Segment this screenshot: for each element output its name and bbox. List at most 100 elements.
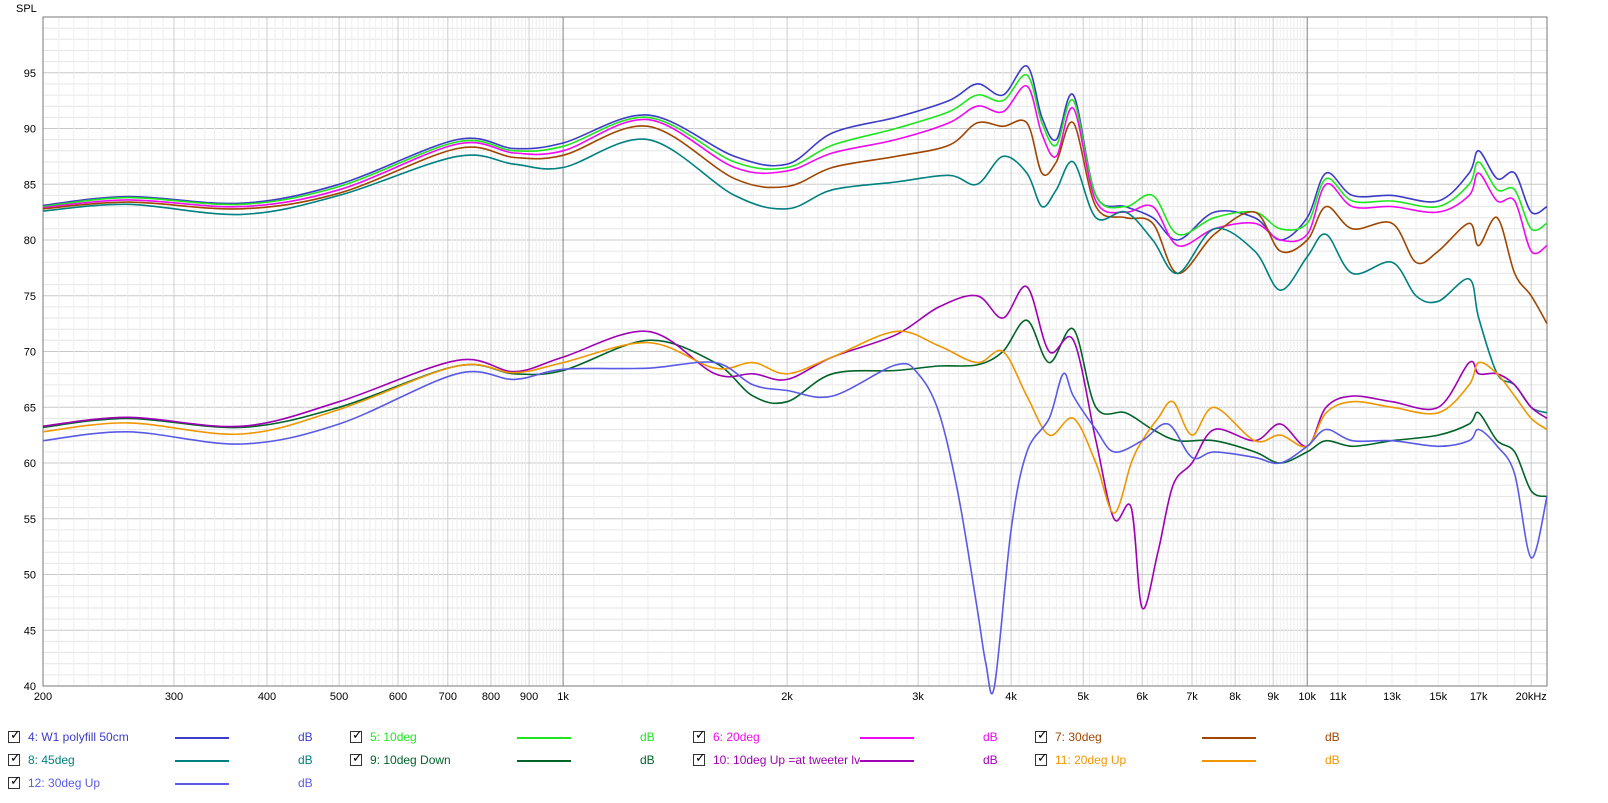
y-tick-labels: 40 45 50 55 60 65 70 75 80 85 90 95 [24,68,36,693]
legend-label: 5: 10deg [370,730,417,744]
y-tick-label: 85 [24,179,36,191]
legend-swatch [517,760,571,762]
x-tick-label: 500 [330,691,348,703]
check-icon: ✓ [352,751,363,766]
series-visibility-checkbox[interactable]: ✓ [8,774,21,789]
check-icon: ✓ [1037,751,1048,766]
legend-label: 9: 10deg Down [370,753,451,767]
x-tick-label: 900 [520,691,538,703]
legend-item: ✓ 12: 30deg Up dB [8,774,338,794]
legend-item: ✓ 7: 30deg dB [1035,728,1365,748]
legend-swatch [175,737,229,739]
legend-swatch [1202,760,1256,762]
x-tick-label: 300 [165,691,183,703]
y-tick-label: 65 [24,402,36,414]
series-line-5 [42,138,1548,414]
y-tick-label: 75 [24,291,36,303]
series-line-7 [42,285,1548,610]
y-tick-label: 90 [24,124,36,136]
x-tick-label: 7k [1186,691,1198,703]
legend-item: ✓ 11: 20deg Up dB [1035,751,1365,771]
check-icon: ✓ [10,728,21,743]
legend-label: 8: 45deg [28,753,75,767]
legend-item: ✓ 6: 20deg dB [693,728,1023,748]
series-visibility-checkbox[interactable]: ✓ [350,728,363,743]
x-tick-label: 800 [482,691,500,703]
x-tick-label: 4k [1005,691,1017,703]
y-tick-label: 80 [24,235,36,247]
check-icon: ✓ [695,728,706,743]
plot-frame [42,16,1548,687]
x-tick-label: 13k [1383,691,1401,703]
legend-swatch [860,760,914,762]
x-tick-label: 5k [1077,691,1089,703]
check-icon: ✓ [1037,728,1048,743]
legend-label: 12: 30deg Up [28,776,101,790]
y-tick-label: 50 [24,570,36,582]
x-tick-label: 6k [1136,691,1148,703]
series-visibility-checkbox[interactable]: ✓ [350,751,363,766]
legend-swatch [175,783,229,785]
y-tick-label: 40 [24,681,36,693]
legend-unit: dB [983,753,998,767]
x-tick-label: 400 [258,691,276,703]
check-icon: ✓ [695,751,706,766]
legend-label: 10: 10deg Up =at tweeter lv [713,753,861,767]
x-tick-label: 600 [389,691,407,703]
series-visibility-checkbox[interactable]: ✓ [693,751,706,766]
series-visibility-checkbox[interactable]: ✓ [1035,751,1048,766]
check-icon: ✓ [10,751,21,766]
legend: ✓ 4: W1 polyfill 50cm dB ✓ 5: 10deg dB ✓ 6: 20d… [0,728,1608,803]
legend-swatch [175,760,229,762]
x-tick-label: 15k [1429,691,1447,703]
series-lines [42,65,1548,695]
legend-item: ✓ 9: 10deg Down dB [350,751,680,771]
legend-swatch [1202,737,1256,739]
x-tick-label: 11k [1330,691,1347,703]
x-tick-label: 20kHz [1516,691,1547,703]
x-tick-label: 3k [912,691,924,703]
y-tick-label: 45 [24,625,36,637]
legend-label: 7: 30deg [1055,730,1102,744]
check-icon: ✓ [10,774,21,789]
x-tick-label: 9k [1267,691,1279,703]
series-visibility-checkbox[interactable]: ✓ [8,728,21,743]
y-tick-label: 95 [24,68,36,80]
series-line-6 [42,319,1548,498]
legend-unit: dB [298,753,313,767]
series-line-4 [42,119,1548,324]
series-line-1 [42,65,1548,241]
legend-unit: dB [640,753,655,767]
y-tick-label: 70 [24,347,36,359]
legend-item: ✓ 8: 45deg dB [8,751,338,771]
legend-swatch [860,737,914,739]
x-tick-label: 17k [1470,691,1488,703]
x-tick-label: 8k [1229,691,1241,703]
x-tick-label: 10k [1298,691,1316,703]
legend-unit: dB [983,730,998,744]
grid [42,16,1548,687]
legend-unit: dB [298,730,313,744]
series-line-2 [42,74,1548,236]
legend-unit: dB [298,776,313,790]
legend-unit: dB [1325,730,1340,744]
x-tick-label: 200 [34,691,52,703]
series-line-3 [42,85,1548,255]
series-visibility-checkbox[interactable]: ✓ [693,728,706,743]
legend-unit: dB [640,730,655,744]
legend-item: ✓ 10: 10deg Up =at tweeter lv dB [693,751,1023,771]
series-visibility-checkbox[interactable]: ✓ [1035,728,1048,743]
frequency-response-chart: SPL 40 45 50 55 60 65 70 75 80 85 90 95 200 300 400 50… [16,3,1548,703]
y-tick-label: 55 [24,514,36,526]
legend-label: 4: W1 polyfill 50cm [28,730,129,744]
legend-swatch [517,737,571,739]
legend-unit: dB [1325,753,1340,767]
x-tick-label: 2k [781,691,793,703]
series-visibility-checkbox[interactable]: ✓ [8,751,21,766]
y-tick-label: 60 [24,458,36,470]
y-axis-title: SPL [16,3,37,15]
check-icon: ✓ [352,728,363,743]
x-tick-label: 1k [557,691,569,703]
legend-item: ✓ 4: W1 polyfill 50cm dB [8,728,338,748]
series-line-9 [42,361,1548,695]
